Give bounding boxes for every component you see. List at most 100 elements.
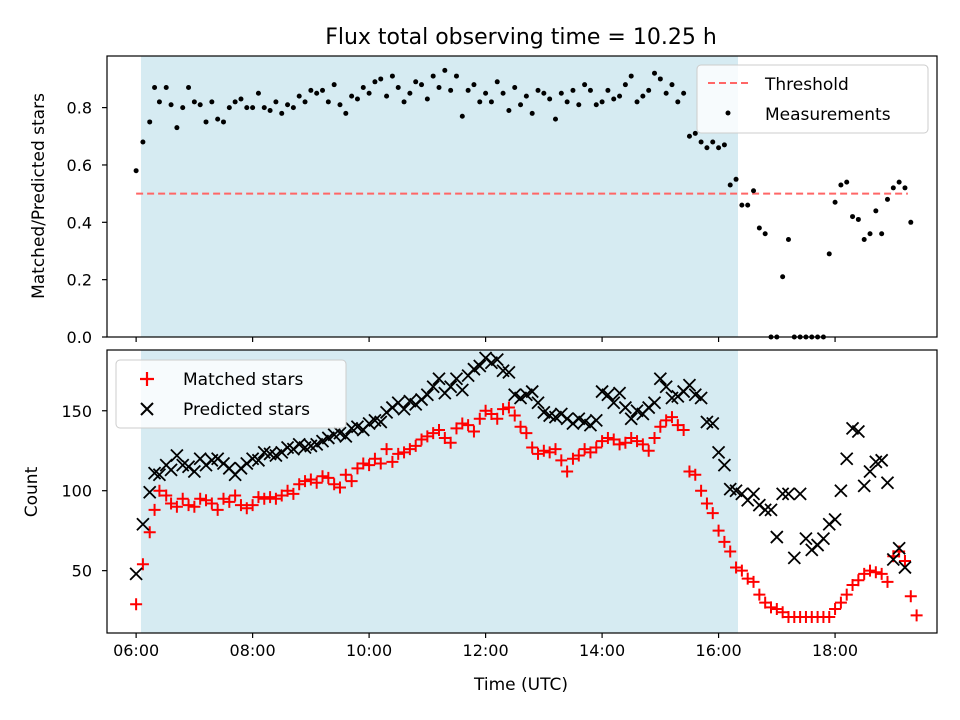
measurements-legend-label: Measurements xyxy=(765,105,891,125)
measurements-point xyxy=(209,99,215,105)
time-x-axis-label: Time (UTC) xyxy=(473,675,568,695)
measurements-point xyxy=(163,85,169,91)
measurements-point xyxy=(716,145,722,151)
star-count-legend-box xyxy=(115,359,347,429)
matched-stars-point xyxy=(229,489,242,502)
matched-stars-point xyxy=(724,545,737,558)
measurements-point xyxy=(541,90,547,96)
flux-ratio-y-tick-label: 0.6 xyxy=(67,156,92,175)
matched-stars-point xyxy=(654,420,667,433)
measurements-point xyxy=(140,139,146,145)
measurements-point xyxy=(314,90,320,96)
star-count-x-tick-label: 10:00 xyxy=(346,641,392,660)
predicted-stars-point xyxy=(764,503,778,517)
predicted-stars-point xyxy=(147,466,162,480)
predicted-stars-point xyxy=(863,464,877,479)
measurements-point xyxy=(401,99,407,105)
measurements-point xyxy=(762,231,768,237)
matched-stars-point xyxy=(143,526,156,539)
measurements-point xyxy=(884,196,890,202)
matched-stars-point xyxy=(665,411,678,424)
predicted-stars-point xyxy=(420,388,434,402)
predicted-stars-point xyxy=(781,487,796,501)
matched-stars-point xyxy=(345,475,358,488)
predicted-stars-point xyxy=(799,532,813,546)
flux-ratio-y-axis-label: Matched/Predicted stars xyxy=(29,93,49,299)
predicted-stars-point xyxy=(653,372,667,386)
measurements-point xyxy=(191,99,197,105)
measurements-point xyxy=(453,73,459,79)
measurements-point xyxy=(448,87,454,93)
star-count-y-axis-label: Count xyxy=(22,466,42,517)
measurements-point xyxy=(879,231,885,237)
matched-stars-point xyxy=(695,484,708,497)
measurements-point xyxy=(698,139,704,145)
predicted-stars-point xyxy=(682,378,697,392)
matched-stars-point xyxy=(718,535,731,548)
matched-stars-point xyxy=(869,566,882,579)
predicted-stars-point xyxy=(758,503,772,517)
measurements-point xyxy=(384,93,390,99)
measurements-point xyxy=(663,90,669,96)
matched-stars-point xyxy=(753,588,766,601)
matched-stars-legend-swatch xyxy=(140,372,154,386)
measurements-point xyxy=(861,237,867,243)
measurements-point xyxy=(430,73,436,79)
predicted-stars-point xyxy=(531,396,545,410)
matched-stars-point xyxy=(590,441,603,454)
flux-ratio-legend-box xyxy=(696,64,929,134)
measurements-point xyxy=(617,93,623,99)
measurements-point xyxy=(331,82,337,88)
measurements-point xyxy=(686,133,692,139)
measurements-point xyxy=(692,130,698,136)
matched-stars-point xyxy=(735,564,748,577)
predicted-stars-point xyxy=(711,445,726,459)
star-count-x-tick-label: 14:00 xyxy=(579,641,625,660)
matched-stars-point xyxy=(444,436,457,449)
measurements-point xyxy=(721,142,727,148)
flux-ratio-y-tick-label: 0.2 xyxy=(67,271,92,290)
matched-stars-point xyxy=(176,492,189,505)
predicted-stars-point xyxy=(136,517,150,531)
predicted-stars-point xyxy=(706,416,720,431)
measurements-point xyxy=(290,105,296,111)
predicted-stars-point xyxy=(851,424,866,439)
matched-stars-point xyxy=(497,403,510,416)
matched-stars-point xyxy=(572,449,585,462)
measurements-point xyxy=(756,225,762,231)
measurements-point xyxy=(704,145,710,151)
measurements-point xyxy=(442,67,448,73)
predicted-stars-point xyxy=(776,487,790,501)
measurements-point xyxy=(733,176,739,182)
measurements-point xyxy=(780,274,786,280)
predicted-stars-point xyxy=(432,372,446,386)
matched-stars-point xyxy=(700,497,713,510)
matched-stars-point xyxy=(223,495,236,508)
measurements-point xyxy=(506,107,512,113)
matched-stars-point xyxy=(136,558,149,571)
measurements-point xyxy=(652,70,658,76)
matched-stars-point xyxy=(555,454,568,467)
matched-stars-point xyxy=(864,564,877,577)
matched-stars-point xyxy=(188,500,201,513)
measurements-point xyxy=(407,90,413,96)
measurements-point xyxy=(285,102,291,108)
measurements-point xyxy=(471,82,477,88)
flux-ratio-y-tick-label: 0.8 xyxy=(67,99,92,118)
matched-stars-point xyxy=(246,499,259,512)
measurements-point xyxy=(174,125,180,131)
flux-ratio-axes-frame xyxy=(106,55,938,338)
star-count-x-tick-label: 12:00 xyxy=(463,641,509,660)
measurements-point xyxy=(255,90,261,96)
measurements-point xyxy=(587,87,593,93)
predicted-stars-point xyxy=(787,551,801,565)
matched-stars-point xyxy=(264,491,277,504)
matched-stars-point xyxy=(322,471,335,484)
predicted-stars-point xyxy=(444,380,458,394)
measurements-point xyxy=(389,73,395,79)
predicted-stars-point xyxy=(694,391,708,405)
measurements-point xyxy=(477,99,483,105)
measurements-point xyxy=(366,90,372,96)
measurements-point xyxy=(867,231,873,237)
measurements-point xyxy=(745,202,751,208)
